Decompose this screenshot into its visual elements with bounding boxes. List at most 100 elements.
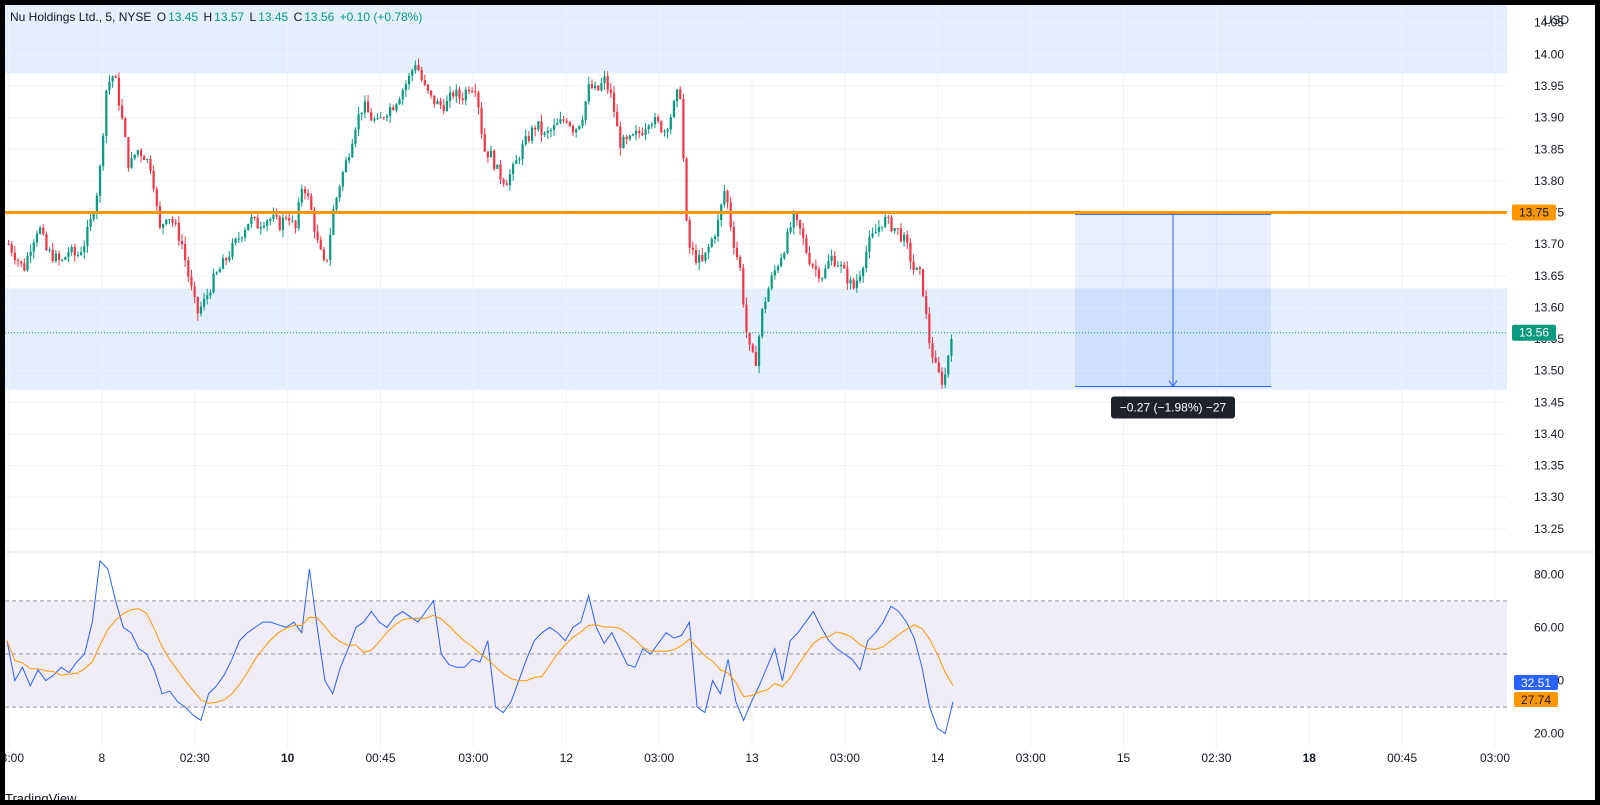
candle-body xyxy=(174,222,177,224)
candle-body xyxy=(735,247,739,258)
candle-body xyxy=(666,129,669,132)
candle-body xyxy=(849,279,852,284)
candle-body xyxy=(947,355,950,375)
candle-body xyxy=(297,202,300,229)
candle-body xyxy=(61,259,64,261)
candle-body xyxy=(325,259,329,261)
candle-body xyxy=(180,240,184,245)
candle-body xyxy=(474,91,477,93)
candle-body xyxy=(155,189,158,207)
candle-body xyxy=(833,255,836,267)
candle-body xyxy=(341,172,344,187)
candle-body xyxy=(657,116,660,122)
candle-body xyxy=(798,220,802,229)
candle-body xyxy=(739,257,742,268)
candle-body xyxy=(821,278,824,280)
candle-body xyxy=(783,253,786,259)
candle-body xyxy=(512,163,515,175)
candle-body xyxy=(748,332,751,345)
currency-label[interactable]: USD xyxy=(1543,13,1569,27)
close-value: 13.56 xyxy=(304,10,335,24)
level-price-tag-label: 13.75 xyxy=(1519,206,1549,220)
candle-body xyxy=(196,296,199,314)
candle-body xyxy=(508,174,512,186)
candle-body xyxy=(877,227,881,232)
candle-body xyxy=(184,244,187,261)
candle-body xyxy=(688,220,691,248)
candle-body xyxy=(86,226,89,247)
candle-body xyxy=(543,132,546,135)
candle-body xyxy=(143,156,146,161)
candle-body xyxy=(445,101,448,112)
candle-body xyxy=(912,261,915,270)
candle-body xyxy=(852,279,855,289)
candle-body xyxy=(931,343,934,358)
candle-body xyxy=(228,256,231,261)
price-tick-label: 13.30 xyxy=(1534,490,1564,504)
candle-body xyxy=(351,143,354,158)
candle-body xyxy=(278,216,281,231)
candle-body xyxy=(168,219,171,221)
candle-body xyxy=(117,77,121,106)
candle-body xyxy=(294,220,297,229)
candle-body xyxy=(742,267,745,305)
candle-body xyxy=(524,136,527,145)
candle-body xyxy=(672,101,676,118)
candle-body xyxy=(120,105,124,119)
candle-body xyxy=(723,190,726,205)
candle-body xyxy=(436,101,439,105)
open-value: 13.45 xyxy=(168,10,199,24)
candle-body xyxy=(225,258,228,261)
symbol-title[interactable]: Nu Holdings Ltd., 5, NYSE xyxy=(10,10,152,24)
candle-body xyxy=(426,84,430,91)
candle-body xyxy=(212,273,215,293)
candle-body xyxy=(89,219,92,227)
candle-body xyxy=(32,242,35,252)
chart-canvas[interactable]: 03:00 8 02:30 10 00:45 03:00 12 03:00 13 03:00 14 0… xyxy=(5,5,1595,800)
candle-body xyxy=(764,301,767,309)
price-tick-label: 13.80 xyxy=(1534,174,1564,188)
candle-body xyxy=(896,228,899,230)
candle-body xyxy=(890,217,893,231)
candle-body xyxy=(562,119,565,121)
candle-body xyxy=(259,227,262,229)
candle-body xyxy=(843,264,846,269)
candle-body xyxy=(209,292,212,296)
candle-body xyxy=(266,220,269,226)
candle-body xyxy=(190,276,193,287)
candle-body xyxy=(694,249,698,263)
rsi-ma-label: 27.74 xyxy=(1521,693,1551,707)
candle-body xyxy=(256,217,259,229)
candle-body xyxy=(682,98,685,159)
candle-body xyxy=(133,154,136,159)
candle-body xyxy=(597,85,600,91)
candle-body xyxy=(332,209,335,235)
candle-body xyxy=(414,65,417,71)
candle-body xyxy=(250,216,253,224)
candle-body xyxy=(316,231,319,240)
candle-body xyxy=(663,131,666,133)
candle-body xyxy=(319,239,322,250)
candle-body xyxy=(35,233,39,243)
price-tick-label: 13.45 xyxy=(1534,395,1564,409)
candle-body xyxy=(906,234,909,243)
rsi-tick-label: 60.00 xyxy=(1534,620,1564,634)
candle-body xyxy=(499,164,502,180)
candle-body xyxy=(42,227,45,235)
candle-body xyxy=(338,186,341,198)
candle-body xyxy=(231,243,234,257)
candle-body xyxy=(79,252,83,255)
rsi-value-tag xyxy=(1514,675,1558,690)
candle-body xyxy=(215,272,218,274)
candle-body xyxy=(855,280,858,289)
candle-body xyxy=(880,226,884,228)
candle-body xyxy=(757,336,761,366)
candle-body xyxy=(247,223,250,231)
candle-body xyxy=(868,236,871,252)
candle-body xyxy=(448,92,452,102)
candle-body xyxy=(149,159,152,171)
candle-body xyxy=(48,249,51,251)
candle-body xyxy=(691,247,694,250)
candle-body xyxy=(928,313,931,344)
candle-body xyxy=(417,65,420,70)
